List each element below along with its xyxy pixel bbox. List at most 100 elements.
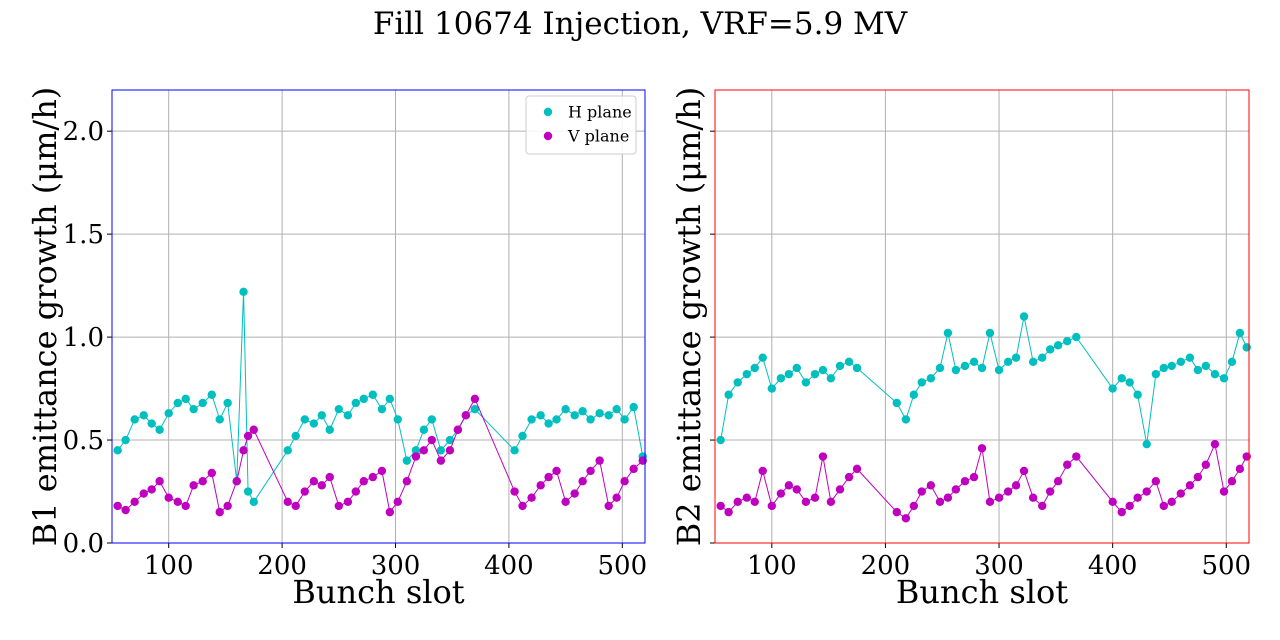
data-point-v-plane — [300, 487, 309, 496]
data-point-v-plane — [470, 394, 480, 404]
data-point-v-plane — [1159, 501, 1168, 511]
data-point-h-plane — [359, 394, 368, 404]
data-point-v-plane — [1210, 439, 1220, 449]
data-point-h-plane — [1176, 357, 1186, 366]
data-point-v-plane — [844, 472, 854, 482]
legend-box — [525, 95, 637, 155]
data-point-h-plane — [427, 415, 436, 424]
data-point-h-plane — [527, 415, 536, 424]
data-point-h-plane — [510, 446, 519, 455]
data-point-h-plane — [892, 398, 901, 408]
data-point-v-plane — [578, 477, 587, 486]
data-point-v-plane — [951, 485, 961, 494]
data-point-h-plane — [445, 435, 455, 445]
data-point-h-plane — [901, 415, 911, 424]
data-point-h-plane — [1038, 353, 1047, 362]
y-axis-label: B1 emittance growth (μm/h) — [26, 87, 64, 547]
data-point-v-plane — [155, 477, 164, 486]
data-point-h-plane — [139, 411, 148, 420]
data-point-v-plane — [436, 456, 446, 465]
data-point-h-plane — [969, 357, 979, 366]
data-point-h-plane — [1235, 328, 1245, 338]
data-point-v-plane — [343, 497, 353, 507]
series-line-v-plane — [720, 442, 1248, 519]
data-point-v-plane — [758, 466, 767, 476]
data-point-h-plane — [1028, 357, 1038, 366]
data-point-h-plane — [243, 487, 253, 496]
legend-label-v-plane: V plane — [567, 127, 629, 146]
x-axis-label: Bunch slot — [896, 573, 1068, 611]
data-point-h-plane — [604, 411, 613, 420]
data-point-h-plane — [1159, 363, 1168, 373]
data-point-h-plane — [917, 378, 926, 387]
data-point-h-plane — [758, 353, 767, 362]
x-tick-label: 400 — [1088, 551, 1138, 581]
data-point-v-plane — [1185, 481, 1195, 490]
data-point-v-plane — [1045, 487, 1055, 496]
data-point-v-plane — [411, 452, 421, 461]
data-point-h-plane — [334, 404, 344, 414]
data-point-v-plane — [1167, 497, 1176, 507]
data-point-h-plane — [943, 328, 953, 338]
data-point-h-plane — [612, 404, 621, 414]
data-point-h-plane — [595, 409, 604, 418]
data-point-v-plane — [453, 425, 463, 434]
data-point-h-plane — [724, 390, 733, 399]
data-point-h-plane — [586, 415, 595, 424]
data-point-v-plane — [1019, 466, 1029, 476]
data-point-v-plane — [552, 466, 561, 476]
data-point-h-plane — [1019, 312, 1029, 321]
data-point-v-plane — [1201, 460, 1211, 469]
data-point-h-plane — [776, 374, 786, 383]
data-point-v-plane — [510, 487, 519, 496]
data-point-v-plane — [784, 481, 794, 490]
data-point-v-plane — [461, 411, 471, 420]
data-point-v-plane — [317, 481, 326, 490]
data-point-v-plane — [960, 477, 970, 486]
data-point-h-plane — [536, 411, 545, 420]
data-point-v-plane — [835, 485, 845, 494]
data-point-v-plane — [1176, 489, 1186, 498]
data-point-h-plane — [325, 425, 334, 434]
data-point-h-plane — [716, 435, 725, 445]
data-point-v-plane — [561, 497, 570, 507]
data-point-h-plane — [436, 446, 446, 455]
data-point-v-plane — [1038, 501, 1047, 511]
data-point-h-plane — [113, 446, 122, 455]
data-point-v-plane — [892, 507, 901, 517]
data-point-h-plane — [935, 363, 945, 373]
data-point-h-plane — [570, 411, 579, 420]
data-point-h-plane — [1108, 384, 1117, 393]
data-point-h-plane — [951, 365, 961, 375]
data-point-v-plane — [207, 468, 216, 478]
data-point-v-plane — [604, 501, 613, 511]
data-point-v-plane — [638, 456, 647, 465]
y-tick-label: 1.5 — [63, 220, 104, 250]
data-point-v-plane — [518, 501, 527, 511]
data-point-h-plane — [402, 456, 412, 465]
data-point-h-plane — [309, 419, 319, 428]
data-point-v-plane — [189, 481, 198, 490]
data-point-h-plane — [470, 404, 480, 414]
data-point-h-plane — [147, 419, 156, 428]
x-tick-label: 400 — [484, 551, 534, 581]
data-point-v-plane — [767, 501, 777, 511]
data-point-v-plane — [595, 456, 604, 465]
legend: H plane V plane — [525, 95, 637, 155]
data-point-h-plane — [283, 446, 292, 455]
data-point-h-plane — [385, 394, 395, 404]
data-point-h-plane — [300, 415, 309, 424]
data-point-v-plane — [1011, 481, 1021, 490]
data-point-v-plane — [544, 472, 553, 482]
y-tick-label: 0.0 — [63, 529, 104, 559]
legend-marker-v-plane — [543, 131, 553, 141]
data-point-h-plane — [411, 446, 421, 455]
data-point-h-plane — [164, 409, 173, 418]
data-point-h-plane — [818, 365, 828, 375]
data-point-v-plane — [586, 466, 595, 476]
data-point-h-plane — [1011, 353, 1021, 362]
data-point-h-plane — [173, 398, 182, 408]
data-point-h-plane — [1242, 343, 1251, 352]
data-point-v-plane — [852, 464, 862, 474]
data-point-h-plane — [1117, 374, 1126, 383]
